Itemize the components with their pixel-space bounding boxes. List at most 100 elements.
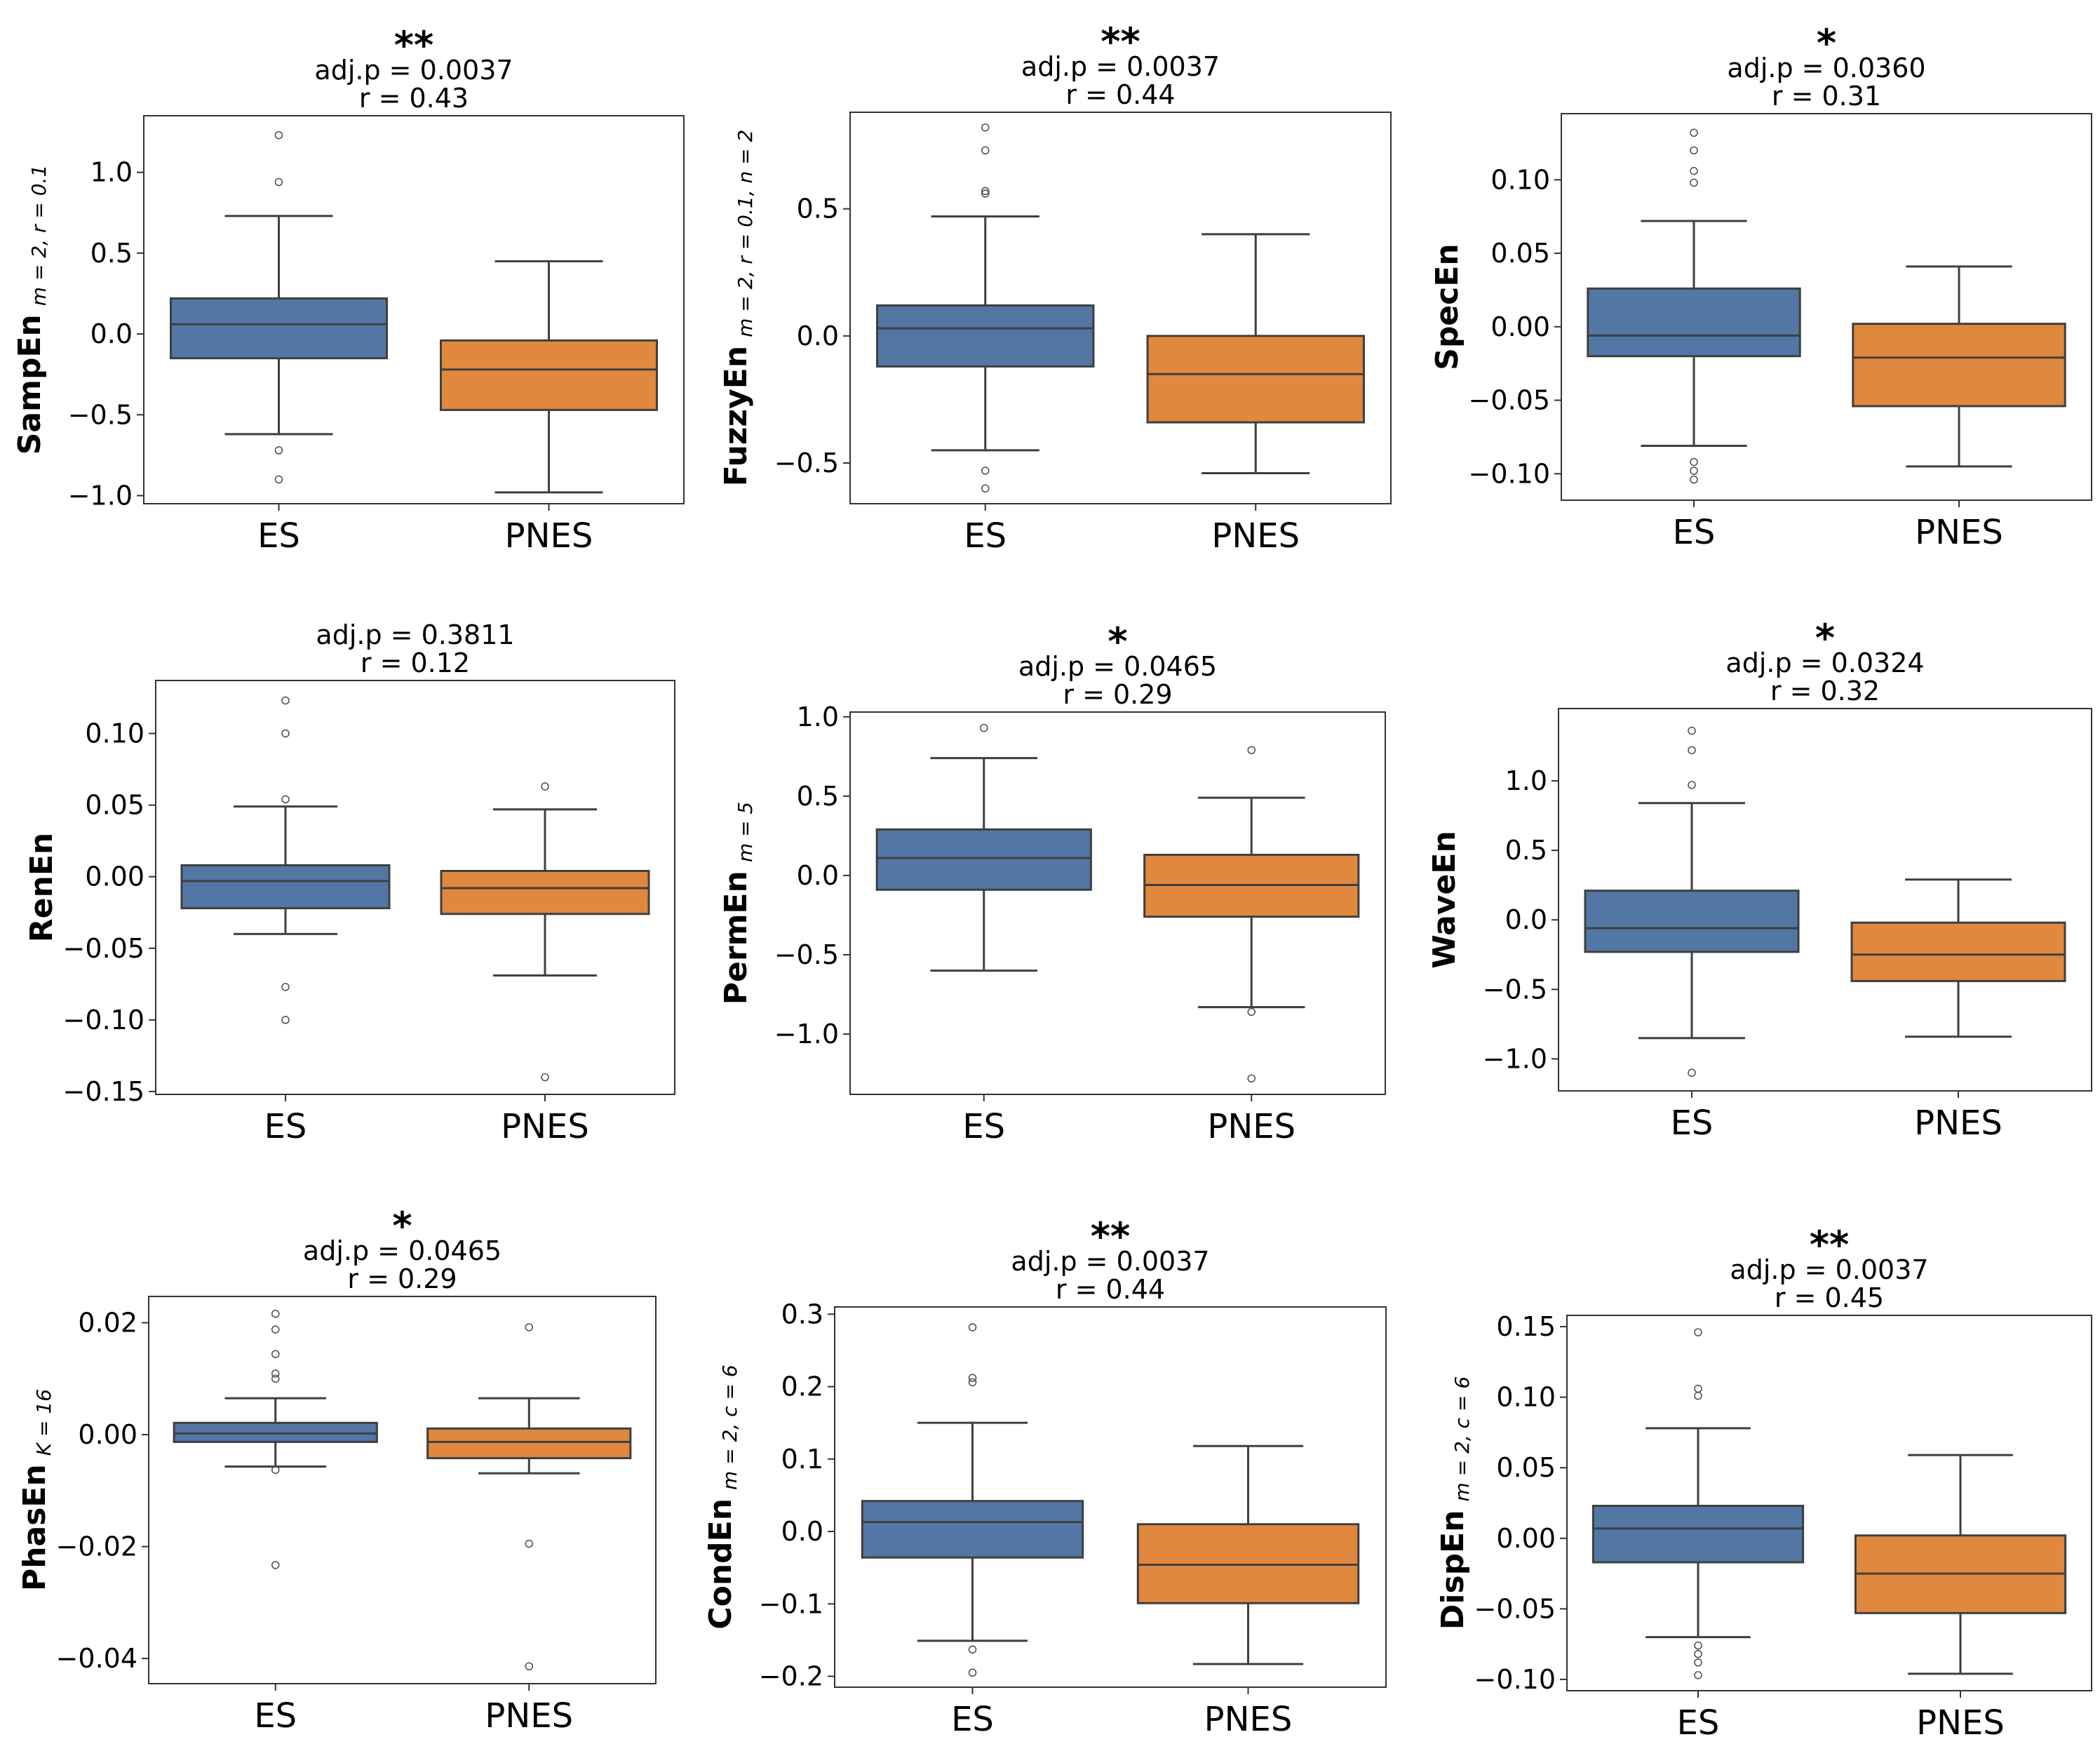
- box-pnes: [440, 260, 658, 494]
- box-pnes: [1136, 1444, 1360, 1665]
- y-axis-label-name: CondEn: [703, 1498, 739, 1630]
- iqr-box: [426, 1427, 632, 1460]
- iqr-box: [1850, 921, 2066, 982]
- adj-p-value: adj.p = 0.0037: [1730, 1254, 1928, 1285]
- outlier-point: [1694, 1658, 1702, 1667]
- y-tick-label: 0.0: [1505, 904, 1547, 935]
- y-tick-label: 0.0: [797, 860, 839, 891]
- y-tick-label: −0.05: [1474, 1593, 1556, 1624]
- effect-size-r: r = 0.29: [1063, 679, 1172, 710]
- effect-size-r: r = 0.44: [1056, 1274, 1165, 1305]
- outlier-point: [981, 467, 990, 475]
- x-category-label: PNES: [505, 516, 593, 556]
- outlier-point: [274, 475, 283, 484]
- x-category-label: ES: [1677, 1703, 1720, 1743]
- iqr-box: [180, 864, 391, 910]
- y-tick-label: 0.00: [1496, 1523, 1556, 1554]
- outlier-point: [525, 1539, 534, 1548]
- y-tick-label: 0.05: [1490, 238, 1550, 269]
- iqr-box: [861, 1500, 1084, 1559]
- significance-stars: **: [394, 23, 433, 67]
- y-tick-label: 0.5: [90, 238, 133, 269]
- outlier-point: [1694, 1391, 1702, 1400]
- x-category-label: PNES: [501, 1107, 589, 1146]
- outlier-point: [968, 1668, 977, 1677]
- significance-stars: *: [392, 1204, 412, 1248]
- outlier-point: [525, 1662, 534, 1671]
- iqr-box: [876, 304, 1095, 368]
- outlier-point: [968, 1374, 977, 1382]
- x-category-label: PNES: [1916, 1703, 2005, 1743]
- y-axis-label: RenEn: [24, 833, 60, 942]
- y-tick-label: −0.5: [774, 448, 839, 478]
- plot-frame: [1558, 708, 2092, 1092]
- y-axis-label-name: DispEn: [1435, 1510, 1471, 1630]
- adj-p-value: adj.p = 0.3811: [316, 619, 514, 650]
- outlier-point: [1690, 457, 1698, 467]
- x-category-label: ES: [257, 516, 300, 556]
- x-category-label: ES: [962, 1107, 1005, 1146]
- y-tick-label: −0.02: [56, 1531, 137, 1562]
- outlier-point: [1694, 1641, 1702, 1650]
- outlier-point: [1247, 746, 1256, 755]
- plot-frame: [143, 115, 685, 504]
- significance-stars: *: [1815, 616, 1835, 660]
- y-tick-label: −0.2: [759, 1661, 823, 1692]
- outlier-point: [281, 983, 290, 991]
- outlier-point: [968, 1323, 977, 1332]
- box-es: [173, 1309, 378, 1569]
- y-tick-label: 1.0: [90, 157, 133, 188]
- y-tick-label: −1.0: [1483, 1043, 1547, 1074]
- significance-stars: **: [1091, 1214, 1130, 1259]
- adj-p-value: adj.p = 0.0360: [1727, 53, 1925, 83]
- y-tick-label: 0.5: [1505, 835, 1547, 866]
- outlier-point: [1694, 1384, 1702, 1393]
- box-pnes: [440, 782, 650, 1082]
- iqr-box: [173, 1421, 378, 1443]
- box-es: [1587, 128, 1801, 484]
- y-tick-label: −0.5: [774, 939, 839, 970]
- outlier-point: [274, 130, 283, 140]
- outlier-point: [981, 146, 990, 155]
- x-category-label: PNES: [1914, 1104, 2003, 1143]
- outlier-point: [541, 782, 549, 791]
- effect-size-r: r = 0.32: [1770, 676, 1880, 706]
- y-tick-label: −1.0: [68, 480, 133, 511]
- y-axis-label-params: m = 2, c = 6: [718, 1364, 741, 1490]
- y-tick-label: −0.10: [1474, 1664, 1556, 1695]
- outlier-point: [1688, 726, 1696, 735]
- y-axis-label-params: K = 16: [32, 1389, 55, 1456]
- outlier-point: [1690, 475, 1698, 484]
- y-tick-label: 0.00: [1490, 311, 1550, 342]
- x-category-label: PNES: [1207, 1107, 1295, 1146]
- y-axis-label-params: m = 2, r = 0.1: [27, 165, 51, 306]
- x-category-label: ES: [254, 1696, 297, 1736]
- box-es: [180, 696, 391, 1024]
- outlier-point: [981, 187, 990, 196]
- y-axis-label: SpecEn: [1429, 243, 1465, 370]
- y-axis-label: CondEn m = 2, c = 6: [703, 1364, 741, 1629]
- outlier-point: [271, 1309, 280, 1318]
- outlier-point: [274, 446, 283, 455]
- outlier-point: [1690, 178, 1698, 187]
- effect-size-r: r = 0.43: [359, 83, 469, 114]
- x-category-label: ES: [964, 516, 1007, 556]
- box-es: [1591, 1328, 1805, 1679]
- y-tick-label: −0.04: [56, 1643, 137, 1674]
- iqr-box: [1591, 1505, 1805, 1564]
- plot-frame: [1561, 113, 2092, 501]
- iqr-box: [1852, 323, 2066, 408]
- y-tick-label: −0.15: [63, 1076, 144, 1107]
- box-pnes: [1850, 878, 2066, 1038]
- y-axis-label: DispEn m = 2, c = 6: [1435, 1376, 1474, 1630]
- effect-size-r: r = 0.44: [1065, 79, 1175, 110]
- outlier-point: [1690, 166, 1698, 175]
- y-tick-label: −0.5: [68, 399, 133, 430]
- outlier-point: [1688, 1068, 1696, 1078]
- outlier-point: [1688, 746, 1696, 755]
- y-axis-label-name: PhasEn: [17, 1464, 53, 1591]
- significance-stars: **: [1810, 1223, 1849, 1267]
